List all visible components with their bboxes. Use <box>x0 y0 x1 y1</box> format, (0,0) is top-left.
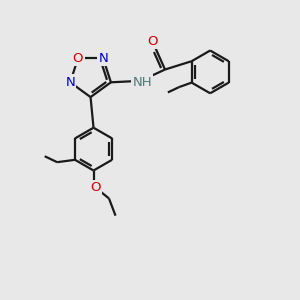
Text: O: O <box>91 181 101 194</box>
Text: N: N <box>98 52 108 65</box>
Text: N: N <box>65 76 75 89</box>
Text: O: O <box>147 35 158 48</box>
Text: NH: NH <box>132 76 152 89</box>
Text: O: O <box>73 52 83 65</box>
